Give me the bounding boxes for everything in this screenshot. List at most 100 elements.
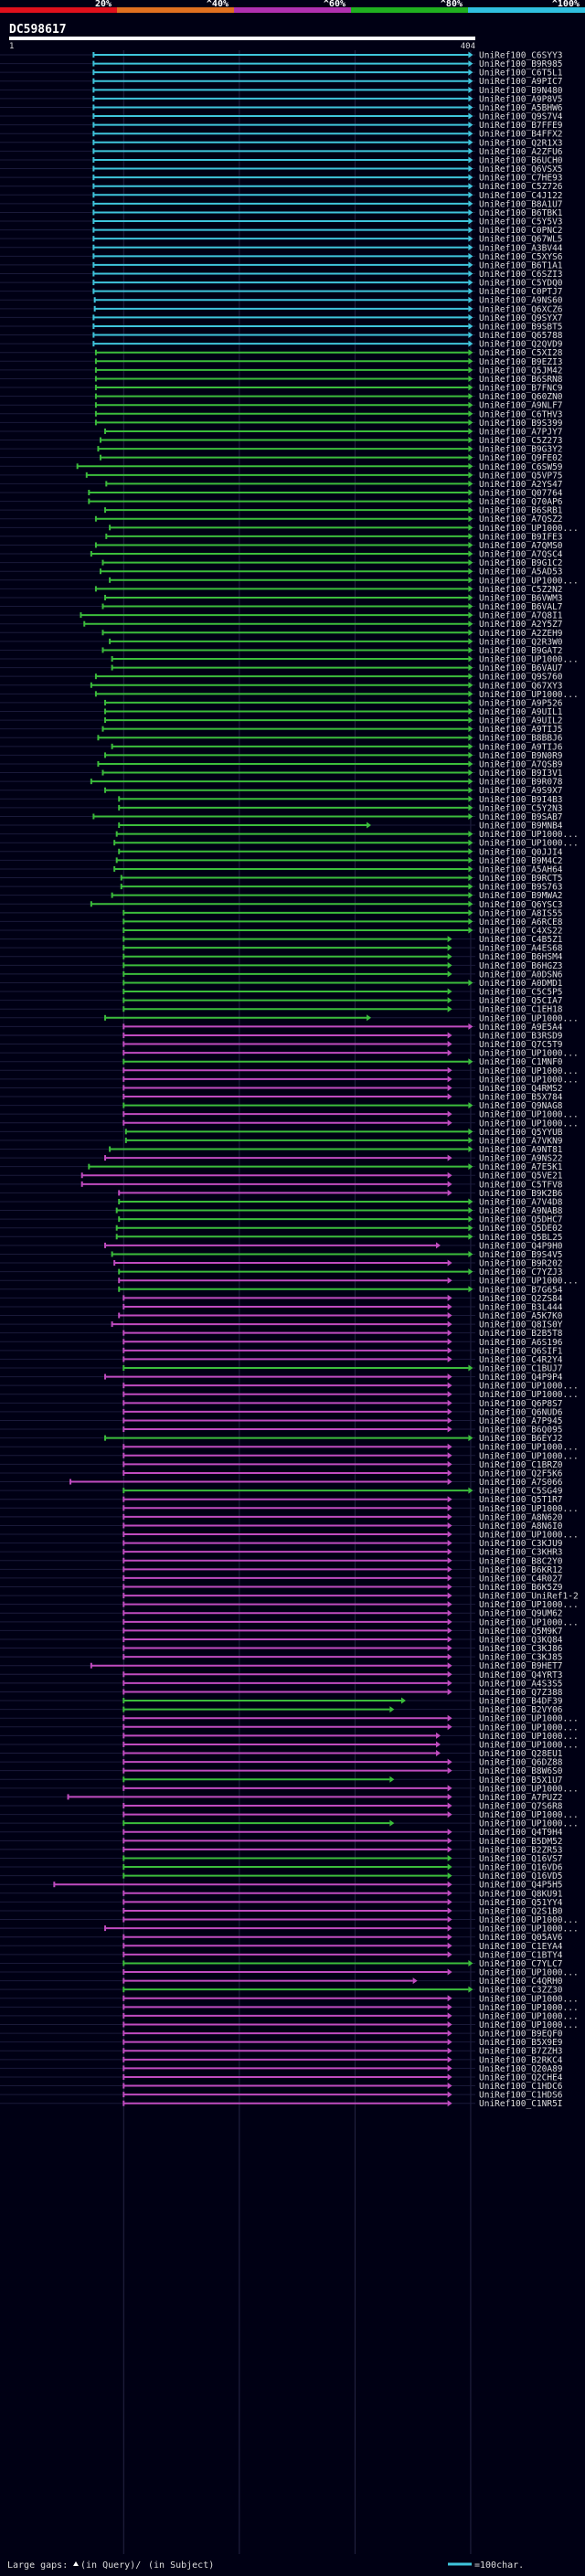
hit-row[interactable]: UniRef100_B8C2Y0 xyxy=(0,1556,563,1566)
hit-row[interactable]: UniRef100_UP1000... xyxy=(0,1723,579,1733)
hit-row[interactable]: UniRef100_Q5BL25 xyxy=(0,1233,563,1243)
hit-row[interactable]: UniRef100_A7P945 xyxy=(0,1416,563,1426)
hit-row[interactable]: UniRef100_Q51YY4 xyxy=(0,1898,563,1908)
hit-row[interactable]: UniRef100_B4FFX2 xyxy=(0,130,563,140)
hit-row[interactable]: UniRef100_B9HET7 xyxy=(0,1661,563,1671)
hit-label[interactable]: UniRef100_C5Z273 xyxy=(479,436,563,446)
hit-row[interactable]: UniRef100_B6HGZ3 xyxy=(0,961,563,971)
hit-row[interactable]: UniRef100_Q9S760 xyxy=(0,673,563,683)
hit-label[interactable]: UniRef100_C7YLC7 xyxy=(479,1959,563,1969)
hit-label[interactable]: UniRef100_C6SW59 xyxy=(479,462,563,472)
hit-label[interactable]: UniRef100_C6SYY3 xyxy=(479,51,563,61)
hit-row[interactable]: UniRef100_UP1000... xyxy=(0,690,579,700)
hit-row[interactable]: UniRef100_B6UCH0 xyxy=(0,155,563,165)
hit-label[interactable]: UniRef100_A7VKN9 xyxy=(479,1136,563,1146)
hit-label[interactable]: UniRef100_UP1000... xyxy=(479,1531,579,1541)
hit-label[interactable]: UniRef100_C5YDQ0 xyxy=(479,279,563,289)
hit-row[interactable]: UniRef100_C4XS22 xyxy=(0,927,563,937)
hit-label[interactable]: UniRef100_Q07764 xyxy=(479,489,563,499)
hit-label[interactable]: UniRef100_UP1000... xyxy=(479,839,579,849)
hit-label[interactable]: UniRef100_Q8KU91 xyxy=(479,1889,563,1899)
hit-label[interactable]: UniRef100_B8BBJ6 xyxy=(479,734,563,744)
hit-label[interactable]: UniRef100_A5AD53 xyxy=(479,567,563,578)
hit-label[interactable]: UniRef100_UP1000... xyxy=(479,1390,579,1400)
hit-label[interactable]: UniRef100_Q4P9H0 xyxy=(479,1241,563,1251)
hit-label[interactable]: UniRef100_Q5JM42 xyxy=(479,366,563,376)
hit-row[interactable]: UniRef100_A0DSN6 xyxy=(0,970,563,980)
hit-label[interactable]: UniRef100_B9HET7 xyxy=(479,1661,563,1671)
hit-label[interactable]: UniRef100_A5K7K0 xyxy=(479,1311,563,1321)
hit-row[interactable]: UniRef100_Q16VS7 xyxy=(0,1854,563,1864)
hit-row[interactable]: UniRef100_A5AH64 xyxy=(0,864,563,875)
hit-label[interactable]: UniRef100_UP1000... xyxy=(479,1994,579,2004)
hit-row[interactable]: UniRef100_UP1000... xyxy=(0,655,579,665)
hit-row[interactable]: UniRef100_UP1000... xyxy=(0,1617,579,1627)
hit-row[interactable]: UniRef100_C5XYS6 xyxy=(0,252,563,262)
hit-row[interactable]: UniRef100_UP1000... xyxy=(0,1714,579,1724)
hit-row[interactable]: UniRef100_B9RCT5 xyxy=(0,874,563,884)
hit-row[interactable]: UniRef100_A9UIL2 xyxy=(0,716,563,726)
hit-row[interactable]: UniRef100_B9SAB7 xyxy=(0,812,563,822)
hit-row[interactable]: UniRef100_UP1000... xyxy=(0,1784,579,1794)
hit-label[interactable]: UniRef100_Q16VD5 xyxy=(479,1871,563,1882)
hit-label[interactable]: UniRef100_A8N620 xyxy=(479,1512,563,1522)
hit-label[interactable]: UniRef100_B7FNC9 xyxy=(479,384,563,394)
hit-row[interactable]: UniRef100_C1BRZ0 xyxy=(0,1460,563,1470)
hit-label[interactable]: UniRef100_UP1000... xyxy=(479,1451,579,1461)
hit-label[interactable]: UniRef100_C3ZZ30 xyxy=(479,1986,563,1996)
hit-label[interactable]: UniRef100_UP1000... xyxy=(479,576,579,586)
hit-label[interactable]: UniRef100_UP1000... xyxy=(479,1504,579,1514)
hit-label[interactable]: UniRef100_C1NR5I xyxy=(479,2099,563,2109)
hit-label[interactable]: UniRef100_Q5VE21 xyxy=(479,1171,563,1182)
hit-label[interactable]: UniRef100_C7HE93 xyxy=(479,174,563,184)
hit-row[interactable]: UniRef100_C1HDS6 xyxy=(0,2091,563,2101)
hit-label[interactable]: UniRef100_A5BHW6 xyxy=(479,103,563,113)
hit-row[interactable]: UniRef100_UP1000... xyxy=(0,1075,579,1085)
hit-row[interactable]: UniRef100_B9SBT5 xyxy=(0,322,563,332)
hit-row[interactable]: UniRef100_B9EQF0 xyxy=(0,2030,563,2040)
hit-row[interactable]: UniRef100_UP1000... xyxy=(0,1504,579,1514)
hit-row[interactable]: UniRef100_Q5VP75 xyxy=(0,471,563,481)
hit-row[interactable]: UniRef100_Q6DZ88 xyxy=(0,1758,563,1768)
hit-row[interactable]: UniRef100_Q5M9K7 xyxy=(0,1627,563,1637)
hit-label[interactable]: UniRef100_A9NS22 xyxy=(479,1154,563,1164)
hit-label[interactable]: UniRef100_UP1000... xyxy=(479,1049,579,1059)
hit-label[interactable]: UniRef100_Q4P9P4 xyxy=(479,1373,563,1383)
hit-row[interactable]: UniRef100_A7E5K1 xyxy=(0,1162,563,1172)
hit-label[interactable]: UniRef100_B9N480 xyxy=(479,86,563,96)
hit-label[interactable]: UniRef100_C3KHR3 xyxy=(479,1548,563,1558)
hit-label[interactable]: UniRef100_B2B5T8 xyxy=(479,1329,563,1339)
hit-label[interactable]: UniRef100_A0DSN6 xyxy=(479,970,563,980)
hit-row[interactable]: UniRef100_B6TBK1 xyxy=(0,208,563,218)
hit-label[interactable]: UniRef100_A4S3S5 xyxy=(479,1679,563,1689)
hit-label[interactable]: UniRef100_Q05AV6 xyxy=(479,1933,563,1943)
hit-label[interactable]: UniRef100_Q28EU1 xyxy=(479,1749,563,1759)
hit-row[interactable]: UniRef100_Q4P5H5 xyxy=(0,1881,563,1891)
hit-row[interactable]: UniRef100_C1BTY4 xyxy=(0,1950,563,1960)
hit-label[interactable]: UniRef100_B9R985 xyxy=(479,59,563,69)
hit-row[interactable]: UniRef100_C3KJ85 xyxy=(0,1653,563,1663)
hit-label[interactable]: UniRef100_B6KR12 xyxy=(479,1565,563,1575)
hit-label[interactable]: UniRef100_B9G1C2 xyxy=(479,558,563,568)
hit-label[interactable]: UniRef100_B9I3V1 xyxy=(479,769,563,779)
hit-label[interactable]: UniRef100_A9NLF7 xyxy=(479,401,563,411)
hit-label[interactable]: UniRef100_Q2S1B0 xyxy=(479,1906,563,1916)
hit-label[interactable]: UniRef100_UP1000... xyxy=(479,1784,579,1794)
hit-row[interactable]: UniRef100_C5Z2N2 xyxy=(0,585,563,595)
hit-label[interactable]: UniRef100_B8C2Y0 xyxy=(479,1556,563,1566)
hit-label[interactable]: UniRef100_A8IS55 xyxy=(479,908,563,918)
hit-row[interactable]: UniRef100_B9M4C2 xyxy=(0,856,563,866)
hit-row[interactable]: UniRef100_Q07764 xyxy=(0,489,563,499)
hit-label[interactable]: UniRef100_C1HDS6 xyxy=(479,2091,563,2101)
hit-label[interactable]: UniRef100_A9S9X7 xyxy=(479,786,563,796)
hit-label[interactable]: UniRef100_C4B5Z1 xyxy=(479,935,563,945)
hit-row[interactable]: UniRef100_A9NLF7 xyxy=(0,401,563,411)
hit-row[interactable]: UniRef100_C6THV3 xyxy=(0,409,563,419)
hit-row[interactable]: UniRef100_UP1000... xyxy=(0,1451,579,1461)
hit-row[interactable]: UniRef100_C1HDC6 xyxy=(0,2082,563,2092)
hit-label[interactable]: UniRef100_C1EH18 xyxy=(479,1005,563,1015)
hit-label[interactable]: UniRef100_Q9FE02 xyxy=(479,453,563,463)
hit-label[interactable]: UniRef100_A4ES68 xyxy=(479,944,563,954)
hit-label[interactable]: UniRef100_Q5DE02 xyxy=(479,1224,563,1234)
hit-row[interactable]: UniRef100_Q65788 xyxy=(0,331,563,341)
